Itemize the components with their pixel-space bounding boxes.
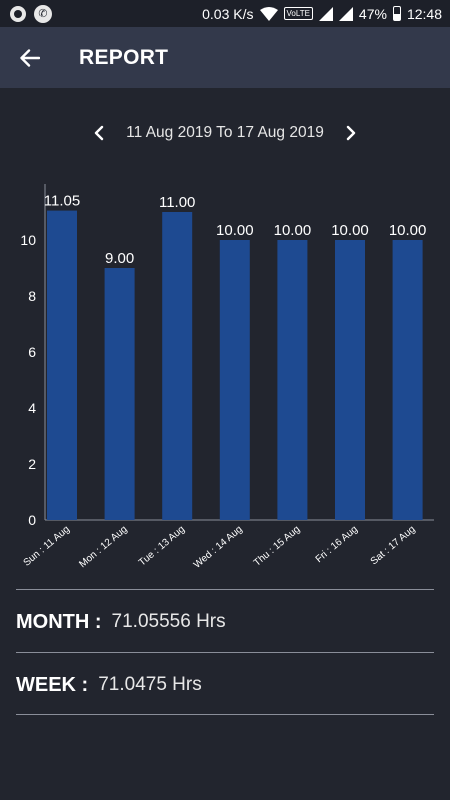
- x-tick-label-0: Sun : 11 Aug: [22, 524, 72, 569]
- bar-3: [219, 240, 250, 520]
- bar-value-label-2: 11.00: [159, 194, 195, 211]
- bar-value-label-6: 10.00: [389, 222, 427, 239]
- bar-6: [392, 240, 423, 520]
- back-button[interactable]: [0, 27, 60, 88]
- bar-value-label-1: 9.00: [105, 250, 134, 267]
- signal-icon-2: [338, 6, 353, 21]
- x-tick-label-3: Wed : 14 Aug: [192, 524, 245, 571]
- x-tick-label-1: Mon : 12 Aug: [77, 524, 129, 570]
- divider-top: [16, 589, 434, 590]
- page-title: REPORT: [79, 45, 169, 69]
- chevron-left-icon: [94, 125, 104, 141]
- bar-value-label-4: 10.00: [274, 222, 312, 239]
- bar-value-label-5: 10.00: [331, 222, 369, 239]
- battery-icon: [392, 6, 401, 21]
- divider-middle: [16, 652, 434, 653]
- y-tick-label-0: 0: [28, 512, 36, 528]
- clock: 12:48: [406, 5, 442, 22]
- bar-2: [162, 212, 193, 520]
- y-tick-label-1: 2: [28, 456, 36, 472]
- x-tick-label-5: Fri : 16 Aug: [314, 524, 360, 565]
- bar-value-label-0: 11.05: [44, 193, 80, 210]
- arrow-left-icon: [20, 48, 40, 67]
- volte-badge: VoLTE: [283, 7, 313, 20]
- y-tick-label-4: 8: [28, 288, 36, 304]
- bar-4: [277, 240, 308, 520]
- y-tick-label-5: 10: [20, 232, 36, 248]
- x-tick-label-4: Thu : 15 Aug: [252, 524, 303, 569]
- signal-icon: [318, 6, 333, 21]
- next-week-button[interactable]: [338, 120, 364, 146]
- bar-5: [335, 240, 365, 520]
- week-navigator: 11 Aug 2019 To 17 Aug 2019: [0, 118, 450, 148]
- status-bar: ✆ 0.03 K/s VoLTE 47% 12:48: [0, 0, 450, 27]
- week-summary: WEEK : 71.0475 Hrs: [16, 665, 202, 705]
- phone-icon: ✆: [34, 4, 52, 23]
- week-value: 71.0475 Hrs: [98, 674, 202, 695]
- weekly-hours-bar-chart: 0 2 4 6 8 10 11.05 Sun : 11 Aug 9.00 Mon : 12 Aug…: [20, 184, 434, 571]
- divider-bottom: [16, 714, 434, 715]
- bar-value-label-3: 10.00: [216, 222, 254, 239]
- week-range-label: 11 Aug 2019 To 17 Aug 2019: [126, 124, 324, 141]
- week-label: WEEK :: [16, 673, 89, 696]
- previous-week-button[interactable]: [86, 120, 112, 146]
- notification-dot-icon: [10, 5, 26, 22]
- x-tick-label-2: Tue : 13 Aug: [137, 524, 187, 569]
- x-tick-label-6: Sat : 17 Aug: [369, 524, 418, 567]
- bar-0: [47, 210, 77, 520]
- wifi-icon: [259, 6, 278, 21]
- month-value: 71.05556 Hrs: [111, 611, 226, 632]
- y-tick-label-2: 4: [28, 400, 36, 416]
- bar-1: [104, 268, 135, 520]
- y-tick-label-3: 6: [28, 344, 36, 360]
- app-bar: REPORT: [0, 27, 450, 88]
- battery-percent: 47%: [358, 5, 387, 22]
- chevron-right-icon: [346, 125, 356, 141]
- month-label: MONTH :: [16, 610, 102, 633]
- network-speed: 0.03 K/s: [202, 5, 254, 22]
- month-summary: MONTH : 71.05556 Hrs: [16, 602, 226, 642]
